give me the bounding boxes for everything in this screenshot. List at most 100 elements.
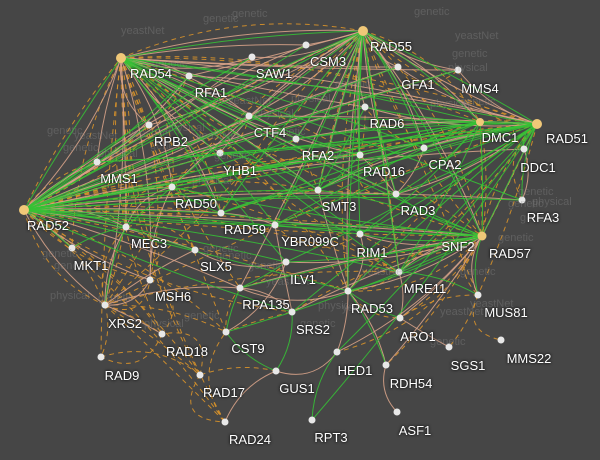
edge-genetic[interactable] [23, 56, 253, 211]
edge-physical[interactable] [104, 226, 127, 306]
edge-physical[interactable] [521, 148, 529, 201]
edge-genetic[interactable] [23, 209, 222, 214]
edge-yeastnet[interactable] [120, 57, 222, 214]
edge-physical[interactable] [398, 271, 404, 319]
edge-yeastnet[interactable] [359, 106, 366, 156]
edge-genetic[interactable] [347, 290, 401, 319]
edge-genetic[interactable] [23, 57, 122, 211]
edge-genetic[interactable] [274, 123, 538, 226]
edge-genetic[interactable] [295, 30, 364, 140]
edge-physical[interactable] [362, 30, 483, 237]
edge-yeastnet[interactable] [23, 205, 222, 214]
graph-node-smt3[interactable] [314, 186, 322, 194]
edge-physical[interactable] [120, 57, 173, 188]
edge-physical[interactable] [23, 192, 523, 211]
graph-node-ctf4[interactable] [245, 112, 253, 120]
graph-node-rad9[interactable] [97, 353, 105, 361]
edge-yeastnet[interactable] [148, 124, 221, 154]
edge-yeastnet[interactable] [220, 30, 364, 214]
edge-physical[interactable] [125, 186, 173, 228]
edge-genetic[interactable] [23, 152, 221, 211]
edge-genetic[interactable] [220, 123, 538, 214]
edge-yeastnet[interactable] [104, 304, 201, 376]
edge-yeastnet[interactable] [359, 233, 483, 255]
edge-genetic[interactable] [96, 121, 481, 163]
edge-genetic[interactable] [120, 57, 287, 263]
edge-genetic[interactable] [362, 30, 400, 273]
graph-node-rpt3[interactable] [308, 416, 316, 424]
graph-node-slx5[interactable] [191, 246, 199, 254]
edge-genetic[interactable] [248, 115, 481, 123]
edge-genetic[interactable] [171, 186, 222, 214]
graph-node-mms22[interactable] [497, 336, 505, 344]
edge-physical[interactable] [336, 290, 349, 353]
graph-node-dmc1[interactable] [476, 118, 484, 126]
edge-yeastnet[interactable] [104, 30, 364, 306]
edge-genetic[interactable] [23, 209, 349, 292]
graph-node-ddc1[interactable] [520, 145, 528, 153]
graph-node-csm3[interactable] [302, 41, 310, 49]
edge-genetic[interactable] [295, 121, 481, 140]
edge-genetic[interactable] [220, 189, 319, 214]
edge-yeastnet[interactable] [23, 209, 349, 292]
edge-yeastnet[interactable] [120, 57, 159, 281]
graph-node-rad52[interactable] [19, 205, 29, 215]
graph-node-aro1[interactable] [396, 314, 404, 322]
edge-yeastnet[interactable] [120, 57, 226, 423]
edge-yeastnet[interactable] [347, 123, 538, 292]
edge-physical[interactable] [120, 57, 297, 140]
graph-node-rad51[interactable] [532, 119, 542, 129]
graph-node-mre11[interactable] [395, 268, 403, 276]
edge-genetic[interactable] [23, 209, 287, 263]
edge-physical[interactable] [275, 351, 338, 375]
edge-genetic[interactable] [481, 123, 538, 237]
edge-yeastnet[interactable] [23, 209, 151, 281]
edge-physical[interactable] [457, 69, 538, 125]
edge-genetic[interactable] [120, 57, 481, 123]
edge-yeastnet[interactable] [23, 115, 250, 211]
edge-yeastnet[interactable] [199, 366, 277, 376]
edge-genetic[interactable] [23, 69, 459, 211]
edge-physical[interactable] [188, 30, 364, 77]
edge-genetic[interactable] [23, 209, 293, 313]
edge-physical[interactable] [347, 235, 483, 292]
edge-physical[interactable] [104, 249, 196, 306]
edge-genetic[interactable] [23, 209, 127, 228]
edge-yeastnet[interactable] [362, 30, 483, 237]
graph-node-rim1[interactable] [356, 230, 364, 238]
edge-yeastnet[interactable] [23, 161, 98, 211]
edge-genetic[interactable] [125, 186, 173, 228]
edge-physical[interactable] [23, 44, 307, 211]
edge-physical[interactable] [120, 44, 307, 59]
graph-node-xrs2[interactable] [101, 301, 109, 309]
edge-physical[interactable] [23, 209, 106, 306]
edge-physical[interactable] [96, 57, 122, 163]
edge-genetic[interactable] [120, 57, 361, 235]
edge-yeastnet[interactable] [354, 30, 364, 156]
edge-genetic[interactable] [219, 152, 319, 191]
edge-genetic[interactable] [317, 154, 361, 191]
edge-yeastnet[interactable] [23, 57, 122, 211]
edge-genetic[interactable] [521, 123, 538, 201]
edge-yeastnet[interactable] [317, 30, 364, 191]
graph-node-rfa1[interactable] [185, 72, 193, 80]
edge-yeastnet[interactable] [225, 287, 241, 333]
graph-node-mms1[interactable] [93, 158, 101, 166]
edge-genetic[interactable] [317, 30, 364, 191]
graph-node-srs2[interactable] [288, 308, 296, 316]
edge-yeastnet[interactable] [104, 304, 227, 333]
graph-node-mus81[interactable] [474, 291, 482, 299]
edge-genetic[interactable] [23, 209, 73, 249]
edge-genetic[interactable] [285, 235, 483, 263]
edge-yeastnet[interactable] [295, 138, 319, 191]
edge-genetic[interactable] [239, 235, 483, 289]
graph-node-sgs1[interactable] [445, 343, 453, 351]
edge-yeastnet[interactable] [347, 290, 401, 319]
edge-genetic[interactable] [120, 57, 483, 237]
graph-node-rad18[interactable] [158, 330, 166, 338]
graph-node-rad53[interactable] [344, 287, 352, 295]
edge-yeastnet[interactable] [347, 235, 483, 292]
edge-yeastnet[interactable] [23, 208, 400, 273]
edge-genetic[interactable] [23, 209, 276, 226]
edge-physical[interactable] [385, 235, 483, 366]
